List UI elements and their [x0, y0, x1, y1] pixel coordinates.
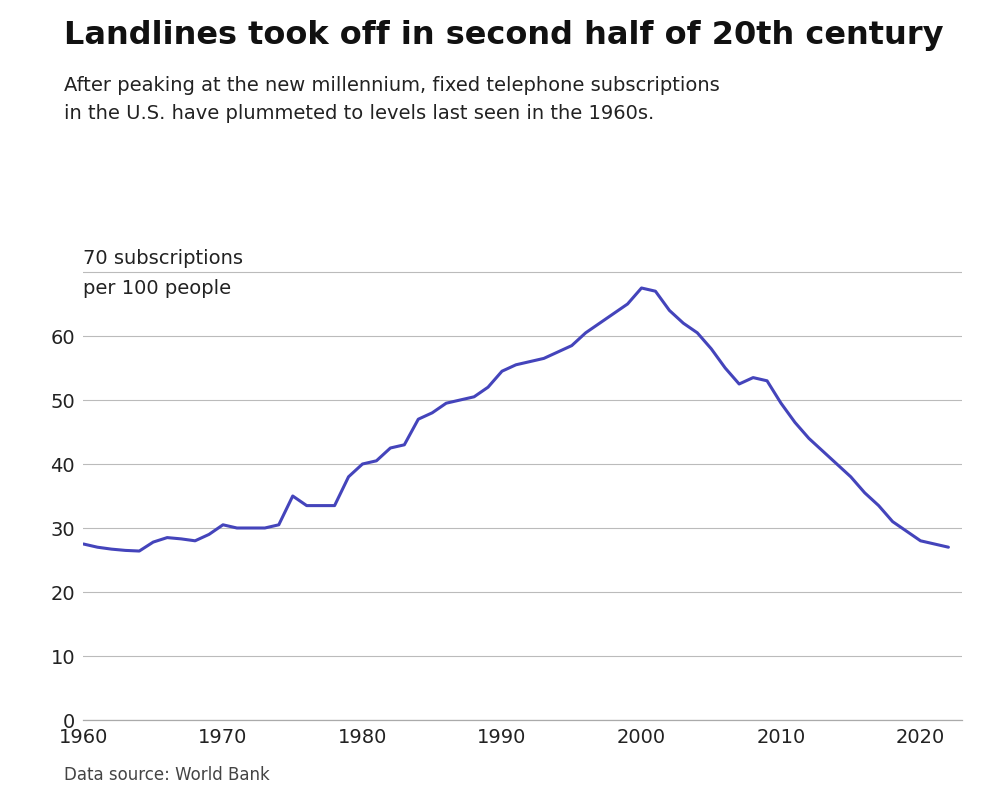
Text: Landlines took off in second half of 20th century: Landlines took off in second half of 20t… [64, 20, 944, 51]
Text: After peaking at the new millennium, fixed telephone subscriptions
in the U.S. h: After peaking at the new millennium, fix… [64, 76, 720, 123]
Text: 70 subscriptions: 70 subscriptions [83, 249, 244, 268]
Text: per 100 people: per 100 people [83, 278, 232, 298]
Text: Data source: World Bank: Data source: World Bank [64, 766, 270, 784]
